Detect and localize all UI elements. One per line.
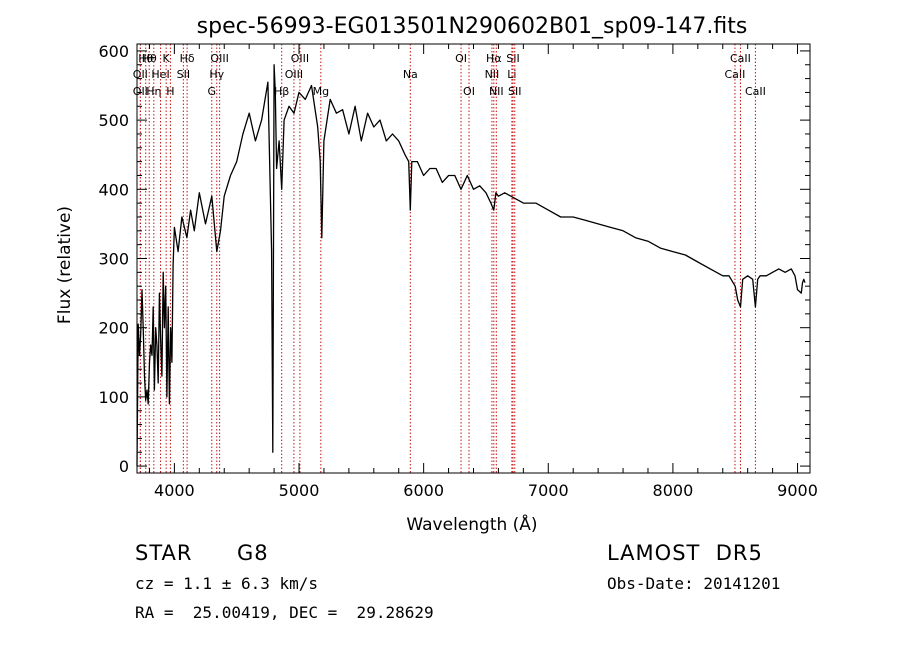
marker-label: Hα [486, 52, 502, 65]
chart-title: spec-56993-EG013501N290602B01_sp09-147.f… [197, 14, 748, 39]
spectral-line-markers: OIIOIIHθHθHηHeIKHSIIHδGHγOIIIHβOIIIOIIIM… [133, 44, 766, 473]
marker-label: Mg [313, 85, 329, 98]
x-axis-label: Wavelength (Å) [406, 513, 537, 535]
marker-label: Hη [146, 85, 161, 98]
marker-label: OIII [291, 52, 309, 65]
marker-label: OI [463, 85, 475, 98]
y-tick-label: 300 [98, 250, 129, 269]
y-tick-label: 0 [119, 457, 129, 476]
coordinates: RA = 25.00419, DEC = 29.28629 [135, 603, 434, 622]
marker-label: Hδ [180, 52, 195, 65]
axes: 4000 5000 6000 7000 8000 9000 0 100 200 300 400 500… [98, 42, 817, 500]
redshift-text: cz = 1.1 ± 6.3 km/s [135, 574, 319, 593]
y-axis-label: Flux (relative) [55, 206, 75, 324]
marker-label: OI [455, 52, 467, 65]
object-class: STAR [135, 541, 193, 565]
y-tick-label: 400 [98, 180, 129, 199]
x-tick-label: 6000 [403, 481, 444, 500]
x-tick-label: 5000 [279, 481, 320, 500]
y-tick-label: 600 [98, 42, 129, 61]
obs-date: Obs-Date: 20141201 [607, 574, 781, 593]
marker-label: NII [489, 85, 504, 98]
x-tick-label: 7000 [528, 481, 569, 500]
marker-label: CaII [725, 68, 746, 81]
marker-label: H [166, 85, 174, 98]
x-tick-label: 8000 [653, 481, 694, 500]
marker-label: CaII [730, 52, 751, 65]
x-tick-label: 9000 [777, 481, 818, 500]
marker-label: OIII [210, 52, 228, 65]
marker-label: SII [177, 68, 190, 81]
marker-label: HeI [151, 68, 169, 81]
marker-label: Hβ [274, 85, 289, 98]
marker-label: K [163, 52, 171, 65]
marker-label: CaII [745, 85, 766, 98]
object-subclass: G8 [237, 541, 269, 565]
y-tick-label: 200 [98, 319, 129, 338]
marker-label: Li [507, 68, 516, 81]
y-tick-label: 100 [98, 388, 129, 407]
marker-label: SII [508, 85, 521, 98]
marker-label: OIII [285, 68, 303, 81]
marker-label: Hγ [209, 68, 224, 81]
survey-name: LAMOST DR5 [607, 541, 763, 565]
marker-label: NII [485, 68, 500, 81]
marker-label: Hθ [142, 52, 157, 65]
plot-frame [136, 43, 811, 474]
x-tick-label: 4000 [154, 481, 195, 500]
marker-label: Na [403, 68, 418, 81]
spectrum-series [136, 64, 806, 467]
y-tick-label: 500 [98, 111, 129, 130]
marker-label: SII [506, 52, 519, 65]
spectrum-line [136, 64, 806, 467]
marker-label: G [208, 85, 217, 98]
